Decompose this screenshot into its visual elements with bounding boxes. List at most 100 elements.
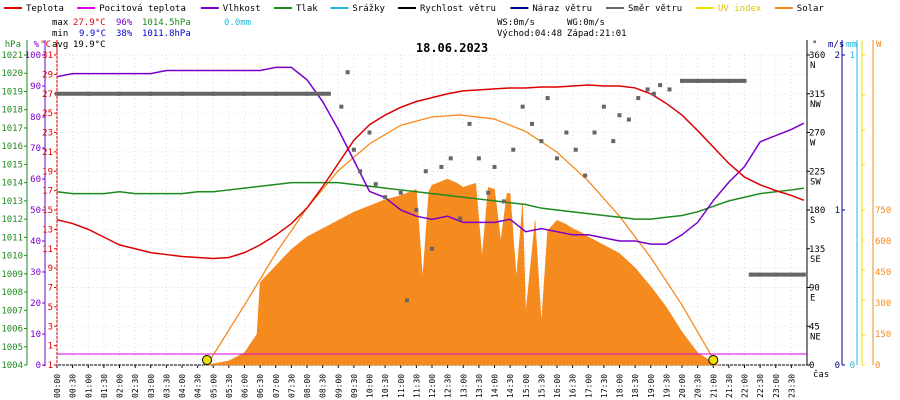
- wind-direction-point: [573, 147, 578, 152]
- w-axis-unit: W: [876, 40, 882, 50]
- hpa-tick-label: 1012: [1, 215, 23, 225]
- temp-tick-label: 31: [42, 51, 53, 61]
- x-tick-label: 10:00: [366, 374, 375, 398]
- wind-direction-point: [367, 130, 372, 135]
- hpa-tick-label: 1006: [1, 325, 23, 335]
- x-tick-label: 08:00: [303, 374, 312, 398]
- x-tick-label: 20:00: [678, 374, 687, 398]
- max-temp: 27.9°C: [73, 18, 106, 28]
- min-press: 1011.8hPa: [142, 29, 191, 39]
- max-hum: 96%: [116, 18, 133, 28]
- wind-direction-point: [658, 83, 663, 88]
- x-tick-label: 15:30: [537, 374, 546, 398]
- x-tick-label: 21:00: [709, 374, 718, 398]
- mm-tick-label: 0: [850, 361, 855, 371]
- grid: [56, 54, 807, 366]
- dir-axis-unit: °: [812, 40, 817, 50]
- wind-direction-point: [545, 96, 550, 101]
- temp-tick-label: 27: [42, 90, 53, 100]
- pct-tick-label: 60: [30, 175, 41, 185]
- x-tick-label: 14:30: [506, 374, 515, 398]
- w-tick-label: 150: [875, 330, 891, 340]
- wind-direction-point: [339, 104, 344, 109]
- wind-direction-point: [520, 104, 525, 109]
- hpa-tick-label: 1008: [1, 288, 23, 298]
- sunrise-stat: Východ:04:48: [497, 29, 562, 39]
- pct-tick-label: 70: [30, 144, 41, 154]
- wind-direction-point: [651, 91, 656, 96]
- wind-direction-point: [626, 117, 631, 122]
- temp-tick-label: 23: [42, 129, 53, 139]
- wind-direction-point: [448, 156, 453, 161]
- dir-tick-direction: NE: [810, 332, 821, 342]
- x-tick-label: 17:30: [600, 374, 609, 398]
- hpa-tick-label: 1007: [1, 306, 23, 316]
- x-tick-label: 16:00: [553, 374, 562, 398]
- pct-tick-label: 20: [30, 299, 41, 309]
- hpa-tick-label: 1017: [1, 124, 23, 134]
- pct-tick-label: 30: [30, 268, 41, 278]
- wind-direction-point: [467, 121, 472, 126]
- humidity-line: [56, 66, 805, 245]
- legend-label: Srážky: [352, 4, 385, 14]
- x-tick-label: 07:00: [272, 374, 281, 398]
- dir-tick-label: 225: [809, 167, 825, 177]
- x-axis-label: čas: [813, 369, 829, 380]
- wind-direction-point: [645, 87, 650, 92]
- hpa-tick-label: 1013: [1, 197, 23, 207]
- x-tick-label: 04:00: [178, 374, 187, 398]
- dir-tick-label: 45: [809, 322, 820, 332]
- hpa-tick-label: 1014: [1, 179, 23, 189]
- pct-tick-label: 50: [30, 206, 41, 216]
- wind-direction-point: [539, 139, 544, 144]
- wind-gust-stat: WG:0m/s: [567, 18, 605, 28]
- x-tick-label: 07:30: [287, 374, 296, 398]
- wind-direction-point: [414, 208, 419, 212]
- wind-direction-point: [636, 96, 641, 101]
- dir-tick-label: 90: [809, 284, 820, 294]
- x-tick-label: 00:30: [69, 374, 78, 398]
- dir-tick-direction: S: [810, 216, 815, 226]
- x-tick-label: 00:00: [53, 374, 62, 398]
- axes: hPa1021102010191018101710161015101410131…: [1, 40, 891, 398]
- max-label: max: [52, 18, 69, 28]
- temp-tick-label: 29: [42, 70, 53, 80]
- x-tick-label: 11:30: [412, 374, 421, 398]
- temperature-line: [56, 84, 805, 260]
- solar-area: [206, 178, 720, 366]
- x-tick-label: 12:00: [428, 374, 437, 398]
- wind-direction-point: [530, 121, 534, 126]
- x-tick-label: 22:00: [741, 374, 750, 398]
- temp-tick-label: 9: [48, 264, 53, 274]
- wind-direction-point: [564, 130, 569, 135]
- legend-label: Rychlost větru: [420, 4, 496, 14]
- wind-direction-point: [486, 190, 491, 195]
- x-tick-label: 23:30: [787, 374, 796, 398]
- legend-label: Náraz větru: [532, 4, 592, 14]
- wind-direction-point: [439, 164, 444, 169]
- temp-tick-label: 21: [42, 148, 53, 158]
- dir-tick-label: 360: [809, 51, 825, 61]
- temp-tick-label: -1: [42, 361, 53, 371]
- hpa-tick-label: 1011: [1, 233, 23, 243]
- ms-axis-unit: m/s: [828, 40, 844, 50]
- w-tick-label: 0: [875, 361, 880, 371]
- dir-tick-direction: SW: [810, 177, 821, 187]
- wind-direction-point: [611, 139, 616, 144]
- dir-tick-direction: N: [810, 61, 815, 71]
- wind-direction-point: [617, 113, 622, 118]
- wind-direction-point: [345, 70, 350, 75]
- x-tick-label: 15:00: [522, 374, 531, 398]
- hpa-axis-unit: hPa: [5, 40, 21, 50]
- temp-axis-unit: °C: [40, 40, 51, 50]
- x-tick-label: 18:30: [631, 374, 640, 398]
- legend-label: Směr větru: [628, 4, 682, 14]
- wind-direction-point: [358, 169, 363, 174]
- wind-direction-point: [511, 147, 516, 152]
- x-tick-label: 06:00: [241, 374, 250, 398]
- w-tick-label: 450: [875, 268, 891, 278]
- legend-label: Solar: [797, 4, 825, 14]
- x-tick-label: 21:30: [725, 374, 734, 398]
- chart-title: 18.06.2023: [416, 41, 488, 55]
